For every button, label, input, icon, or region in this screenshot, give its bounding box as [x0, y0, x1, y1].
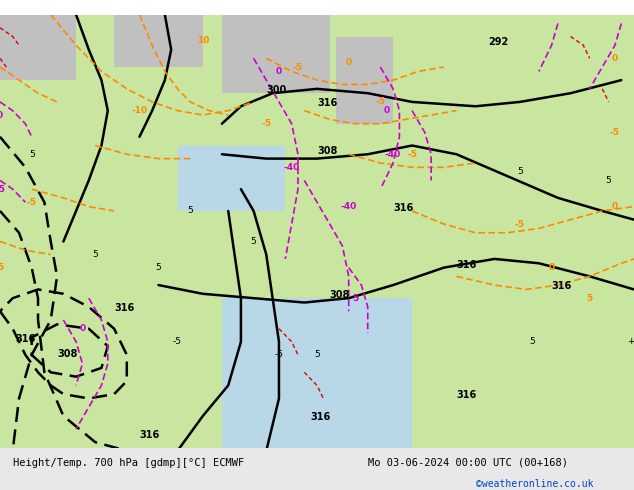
Text: -5: -5 — [293, 63, 303, 72]
Polygon shape — [222, 15, 330, 93]
Text: Mo 03-06-2024 00:00 UTC (00+168): Mo 03-06-2024 00:00 UTC (00+168) — [368, 458, 567, 468]
Text: 5: 5 — [250, 237, 257, 246]
Text: 0: 0 — [612, 54, 618, 63]
Text: 316: 316 — [456, 260, 477, 270]
Text: 5: 5 — [529, 337, 536, 346]
Text: 316: 316 — [317, 98, 337, 108]
Text: 5: 5 — [314, 350, 320, 359]
Text: -10: -10 — [131, 106, 148, 115]
Text: 316: 316 — [16, 334, 36, 344]
Text: -5: -5 — [515, 220, 525, 228]
Text: +5: +5 — [628, 337, 634, 346]
Text: -40: -40 — [340, 202, 357, 211]
Text: 300: 300 — [266, 85, 287, 95]
Polygon shape — [222, 298, 412, 451]
Text: 5: 5 — [92, 250, 98, 259]
Text: -5: -5 — [261, 119, 271, 128]
Text: -40: -40 — [385, 150, 401, 159]
Text: 5: 5 — [0, 263, 3, 272]
Polygon shape — [114, 15, 203, 67]
Text: 0: 0 — [548, 263, 555, 272]
Text: 5: 5 — [517, 167, 523, 176]
Text: 316: 316 — [311, 412, 331, 422]
Polygon shape — [178, 146, 285, 211]
Text: 0: 0 — [384, 106, 390, 115]
Text: 292: 292 — [488, 37, 508, 47]
Text: 10: 10 — [197, 36, 209, 46]
Text: 316: 316 — [393, 203, 413, 213]
Text: 0: 0 — [0, 111, 3, 120]
Text: 316: 316 — [552, 281, 572, 292]
Polygon shape — [336, 37, 393, 124]
Text: -40: -40 — [283, 163, 300, 172]
Text: 316: 316 — [139, 430, 160, 440]
Text: 5: 5 — [29, 150, 35, 159]
Text: -5: -5 — [610, 128, 620, 137]
Text: 316: 316 — [114, 303, 134, 313]
Text: 0: 0 — [346, 58, 352, 67]
Text: 308: 308 — [57, 349, 77, 359]
Text: 308: 308 — [330, 290, 350, 300]
Text: 5: 5 — [187, 206, 193, 216]
Text: Height/Temp. 700 hPa [gdmp][°C] ECMWF: Height/Temp. 700 hPa [gdmp][°C] ECMWF — [13, 458, 244, 468]
Polygon shape — [0, 15, 76, 80]
Text: ©weatheronline.co.uk: ©weatheronline.co.uk — [476, 479, 593, 489]
Text: -5: -5 — [27, 198, 37, 207]
Text: -5: -5 — [0, 185, 5, 194]
Text: -5: -5 — [375, 98, 385, 106]
Text: 5: 5 — [586, 294, 593, 303]
Text: -5: -5 — [173, 337, 182, 346]
Text: 5: 5 — [155, 263, 162, 272]
Text: -5: -5 — [275, 350, 283, 359]
Text: 308: 308 — [317, 146, 337, 156]
Text: 0: 0 — [276, 67, 282, 76]
Text: 5: 5 — [605, 176, 612, 185]
Text: 5: 5 — [352, 294, 358, 303]
Text: 316: 316 — [456, 391, 477, 400]
Text: 0: 0 — [612, 202, 618, 211]
Text: -5: -5 — [407, 150, 417, 159]
Text: 0: 0 — [79, 324, 86, 333]
